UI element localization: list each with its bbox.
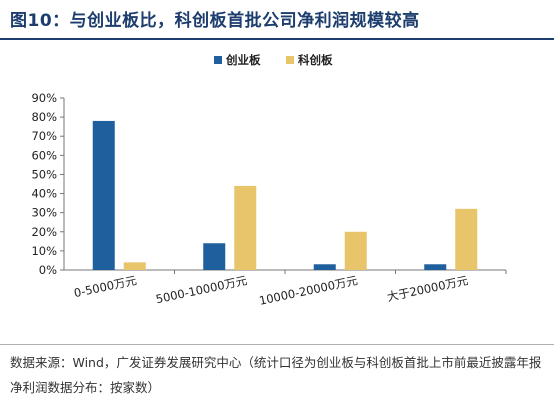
bar: [313, 264, 336, 270]
x-tick-labels: 0-5000万元 5000-10000万元 10000-20000万元 大于20000…: [73, 273, 470, 308]
y-tick-label: 10%: [31, 244, 57, 258]
legend-swatch: [214, 56, 222, 64]
legend: 创业板 科创板: [214, 53, 333, 67]
bar: [123, 262, 146, 270]
x-tick-label: 10000-20000万元: [258, 273, 360, 308]
x-tick-label: 0-5000万元: [73, 273, 139, 300]
bar: [234, 185, 257, 270]
y-tick-label: 70%: [31, 129, 57, 143]
chart-title: 图10：与创业板比，科创板首批公司净利润规模较高: [10, 11, 420, 31]
title-divider: [0, 38, 554, 40]
bar: [203, 243, 226, 270]
y-tick-label: 50%: [31, 167, 57, 181]
legend-label: 创业板: [225, 53, 261, 67]
y-tick-label: 30%: [31, 206, 57, 220]
y-tick-label: 60%: [31, 148, 57, 162]
y-tick-label: 0%: [39, 263, 57, 277]
y-tick-label: 40%: [31, 187, 57, 201]
legend-label: 科创板: [298, 53, 333, 67]
bar: [344, 231, 367, 270]
bar: [424, 264, 447, 270]
source-note: 数据来源：Wind，广发证券发展研究中心（统计口径为创业板与科创板首批上市前最近…: [10, 355, 542, 395]
x-tick-label: 5000-10000万元: [154, 273, 248, 306]
y-tick-label: 20%: [31, 225, 57, 239]
y-tick-label: 80%: [31, 110, 57, 124]
legend-swatch: [286, 56, 294, 64]
bar-chart: 创业板 科创板 0% 10% 20% 30% 40% 50% 60% 70% 80% 90% 0-5…: [31, 53, 507, 308]
y-tick-label: 90%: [31, 91, 57, 105]
bar: [92, 120, 115, 270]
x-tick-label: 大于20000万元: [386, 273, 470, 304]
bar: [455, 208, 478, 270]
bars: [92, 120, 478, 270]
source-divider: [0, 344, 554, 345]
